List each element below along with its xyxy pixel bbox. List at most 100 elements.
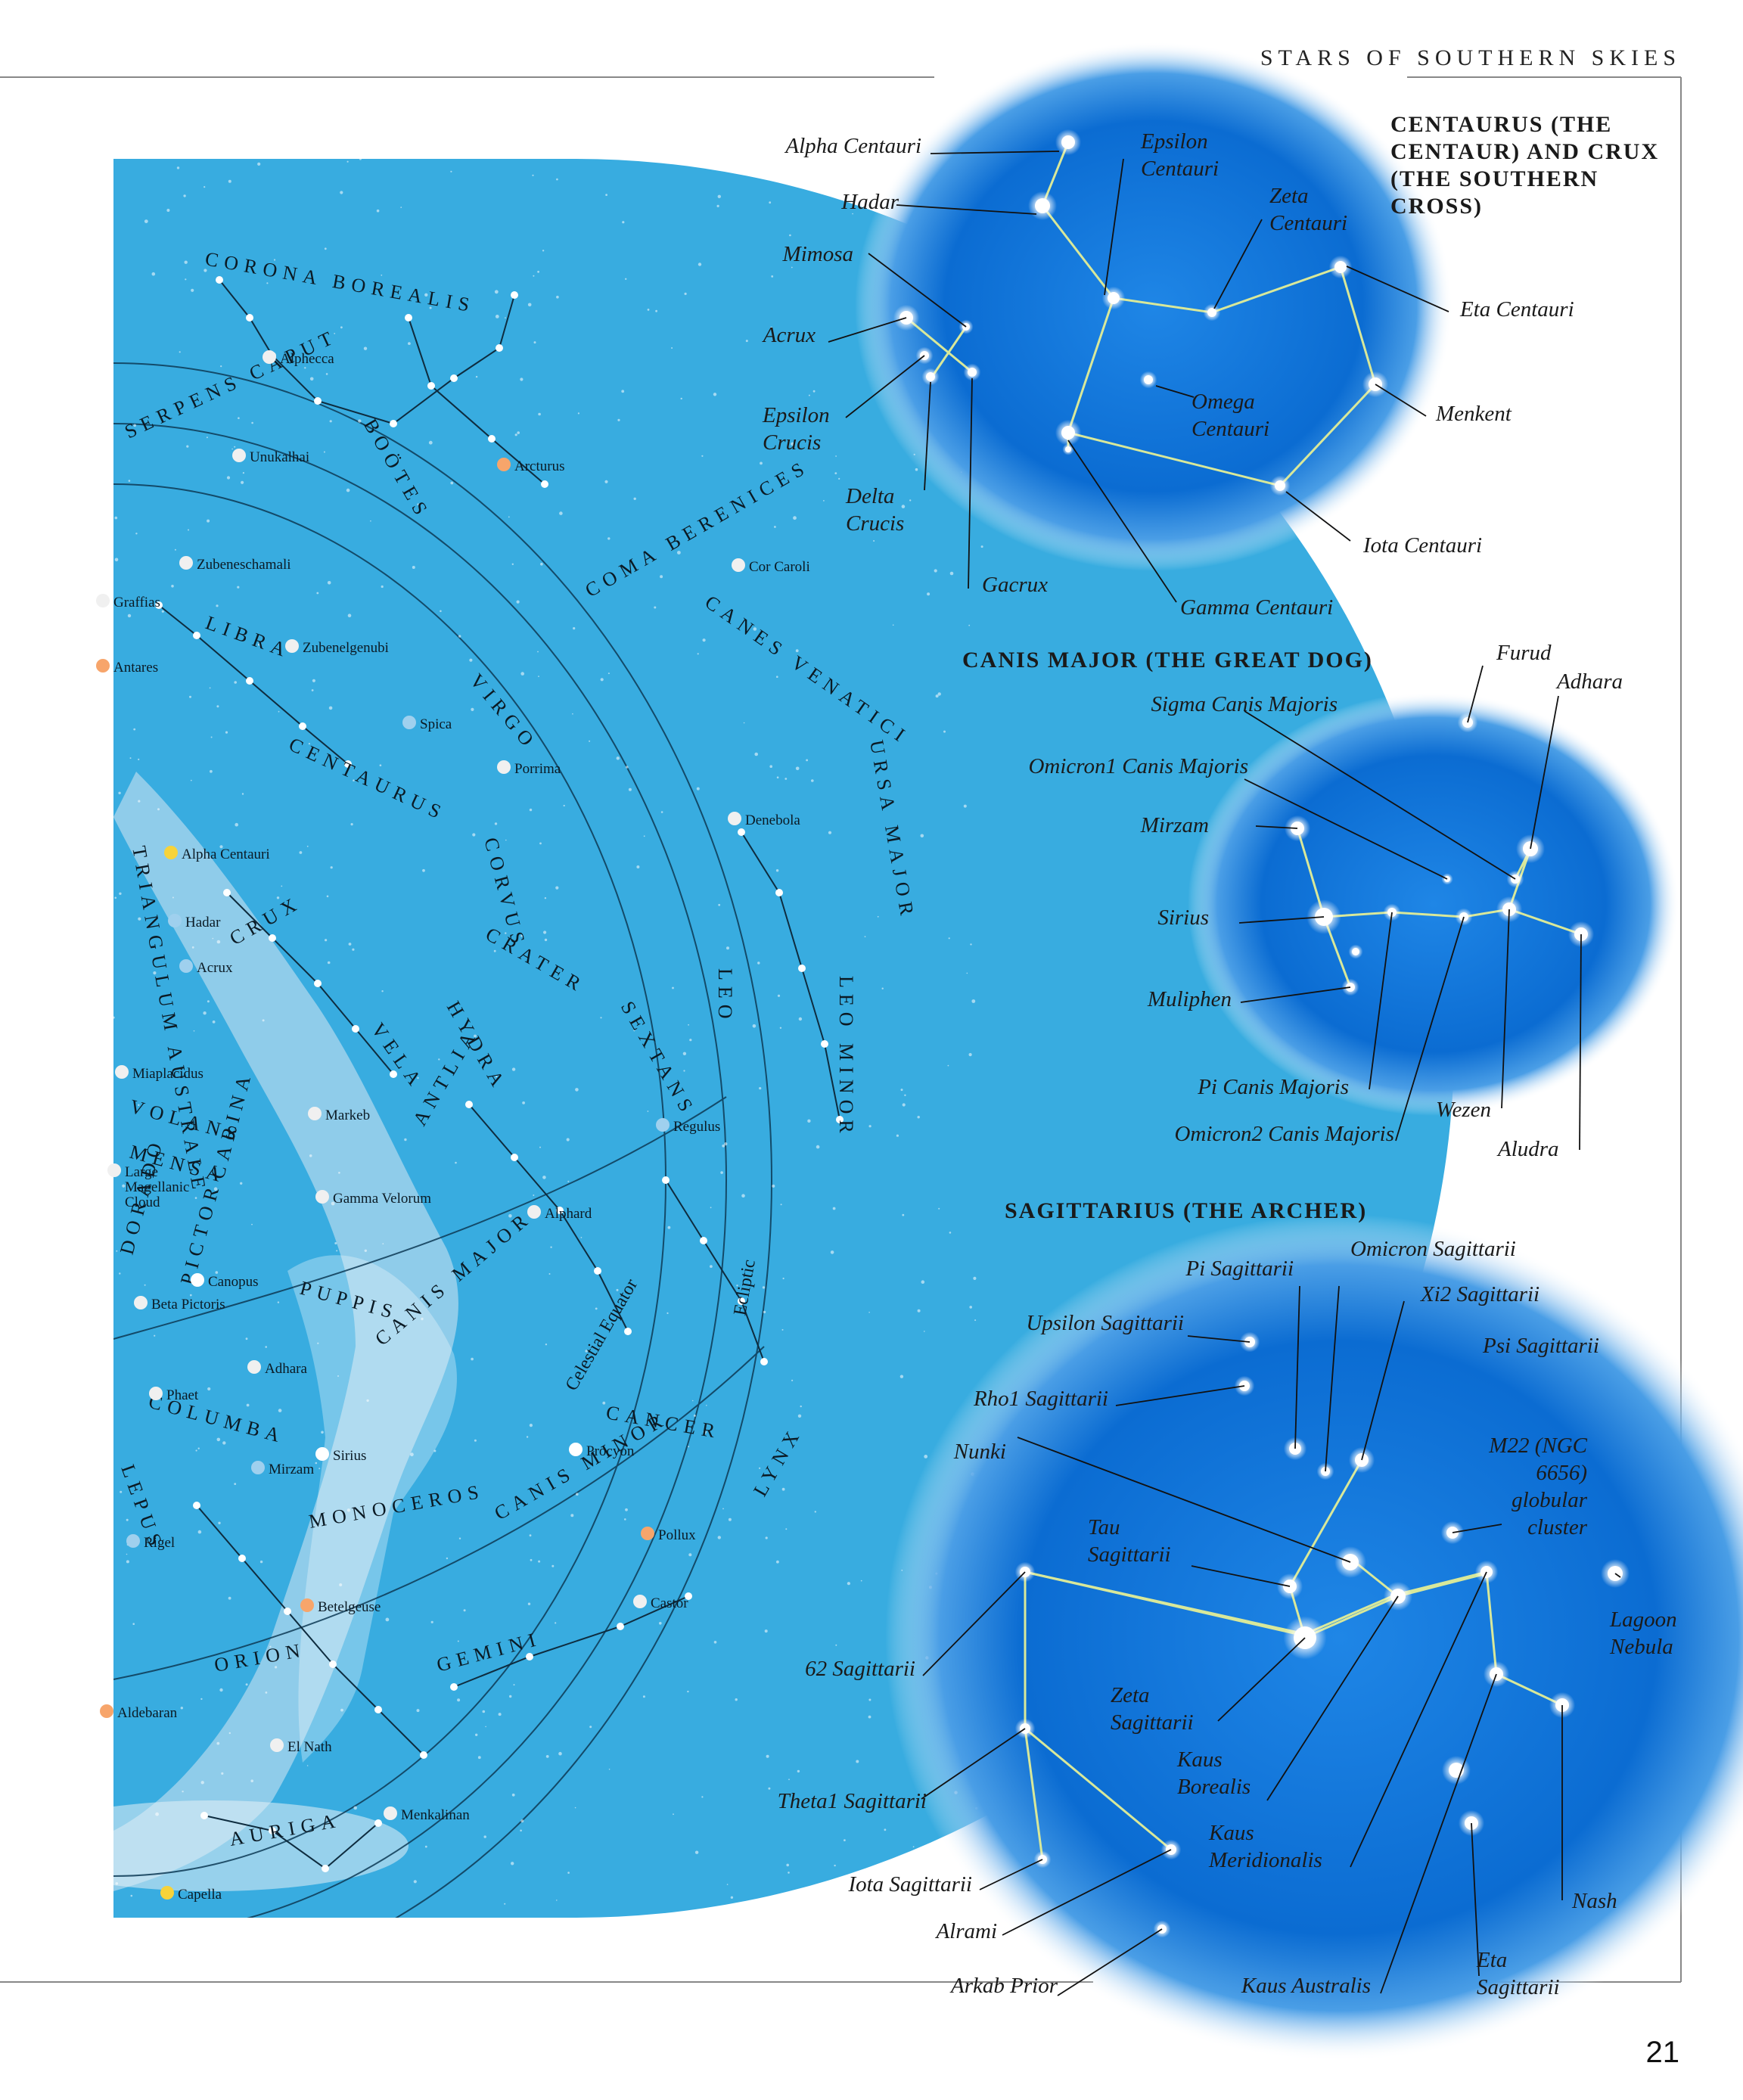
star-label-mirzam: Mirzam xyxy=(1140,813,1209,837)
map-star-procyon xyxy=(569,1443,583,1456)
star-label-delta: Delta xyxy=(845,484,894,508)
star-label-kaus: Kaus xyxy=(1176,1747,1223,1772)
leader-line xyxy=(1240,986,1351,1003)
map-star-beta-pictoris xyxy=(134,1296,148,1309)
star-label-phaet: Phaet xyxy=(166,1387,199,1403)
leader-line xyxy=(922,1571,1026,1676)
star-label-meridionalis: Meridionalis xyxy=(1208,1848,1322,1872)
star-label-zeta: Zeta xyxy=(1269,184,1309,208)
star-label-crucis: Crucis xyxy=(763,430,821,455)
star-label-iota-centauri: Iota Centauri xyxy=(1362,533,1482,558)
leader-line xyxy=(1266,1595,1399,1801)
leader-line xyxy=(1115,1385,1245,1406)
leader-line xyxy=(1067,440,1177,603)
star-label-zeta: Zeta xyxy=(1111,1683,1150,1707)
star-label-gamma-velorum: Gamma Velorum xyxy=(333,1191,431,1207)
star-label-acrux: Acrux xyxy=(197,960,233,976)
map-star-zubenelgenubi xyxy=(285,639,299,653)
star-label-upsilon-sagittarii: Upsilon Sagittarii xyxy=(1026,1311,1184,1335)
leader-line xyxy=(1104,158,1124,296)
star xyxy=(1061,426,1075,440)
page-number: 21 xyxy=(1645,2036,1680,2069)
leader-line xyxy=(1191,1565,1291,1587)
map-star-betelgeuse xyxy=(300,1598,314,1612)
star-label-nunki: Nunki xyxy=(953,1440,1006,1464)
leader-line xyxy=(1375,384,1427,417)
star-label-adhara: Adhara xyxy=(1555,669,1623,694)
map-star-adhara xyxy=(247,1360,261,1374)
star-label-denebola: Denebola xyxy=(745,812,800,828)
map-star-alphecca xyxy=(263,350,276,364)
star-label-crucis: Crucis xyxy=(846,511,904,536)
star-label-beta-pictoris: Beta Pictoris xyxy=(151,1297,225,1312)
star-label-epsilon: Epsilon xyxy=(1140,129,1208,154)
star-label-iota-sagittarii: Iota Sagittarii xyxy=(847,1872,972,1897)
map-star-alphard xyxy=(527,1205,541,1219)
leader-line xyxy=(1325,1285,1340,1472)
star xyxy=(968,368,977,377)
map-star-el-nath xyxy=(270,1738,284,1752)
star-label-large-magellanic-cloud: Large xyxy=(125,1164,158,1180)
map-star-spica xyxy=(402,716,416,729)
star-label-tau: Tau xyxy=(1088,1515,1120,1539)
star-label-kaus: Kaus xyxy=(1208,1821,1254,1845)
leader-line xyxy=(930,151,1060,154)
star-label-62-sagittarii: 62 Sagittarii xyxy=(805,1657,915,1681)
map-star-cor-caroli xyxy=(732,558,745,572)
panel-title-centaurus-the-centaur-and-crux-the-south: CENTAURUS (THE CENTAUR) AND CRUX (THE SOUT… xyxy=(1390,112,1659,219)
leader-line xyxy=(1238,916,1325,924)
map-star-arcturus xyxy=(497,458,511,471)
star xyxy=(1065,446,1071,452)
star-label-zubenelgenubi: Zubenelgenubi xyxy=(303,640,389,656)
leader-line xyxy=(1017,1437,1351,1563)
star-label-sirius: Sirius xyxy=(333,1448,366,1464)
star-label-theta1-sagittarii: Theta1 Sagittarii xyxy=(778,1789,927,1813)
leader-line xyxy=(1471,1822,1480,1977)
map-star-miaplacidus xyxy=(115,1065,129,1079)
star-label-6656: 6656) xyxy=(1536,1461,1587,1485)
star-label-alpha-centauri: Alpha Centauri xyxy=(784,134,921,158)
star-label-gamma-centauri: Gamma Centauri xyxy=(1180,595,1333,620)
constellation-label-leo: LEO xyxy=(714,968,736,1025)
star-label-porrima: Porrima xyxy=(514,761,561,777)
star-label-zubeneschamali: Zubeneschamali xyxy=(197,557,291,573)
map-star-menkalinan xyxy=(384,1806,397,1820)
map-star-pollux xyxy=(641,1527,654,1540)
leader-line xyxy=(896,204,1037,215)
leader-line xyxy=(1057,1928,1163,1996)
leader-line xyxy=(1467,665,1484,723)
star-label-omicron-sagittarii: Omicron Sagittarii xyxy=(1350,1237,1516,1261)
leader-line xyxy=(1380,1673,1497,1994)
star-label-sagittarii: Sagittarii xyxy=(1111,1710,1194,1735)
map-star-rigel xyxy=(126,1534,140,1548)
star xyxy=(1275,480,1285,491)
leader-line xyxy=(1346,266,1449,312)
star-label-omicron2-canis-majoris: Omicron2 Canis Majoris xyxy=(1174,1122,1394,1146)
map-star-large-magellanic-cloud xyxy=(107,1163,121,1177)
leader-line xyxy=(979,1859,1043,1890)
star-label-globular: globular xyxy=(1512,1488,1588,1512)
star-label-aldebaran: Aldebaran xyxy=(117,1705,178,1721)
leader-line xyxy=(1002,1849,1172,1936)
map-star-castor xyxy=(633,1595,647,1608)
leader-line xyxy=(1614,1573,1621,1578)
map-star-mirzam xyxy=(251,1461,265,1474)
star-label-alpha-centauri: Alpha Centauri xyxy=(182,847,270,862)
leader-line xyxy=(1213,219,1263,309)
star-label-menkent: Menkent xyxy=(1435,402,1512,426)
star-label-mirzam: Mirzam xyxy=(269,1462,314,1477)
leader-line xyxy=(968,377,973,589)
star-label-nash: Nash xyxy=(1571,1889,1617,1913)
star-label-wezen: Wezen xyxy=(1436,1098,1491,1122)
star-label-antares: Antares xyxy=(113,660,158,676)
star-label-rigel: Rigel xyxy=(144,1535,175,1551)
leader-line xyxy=(1501,909,1510,1109)
star-label-regulus: Regulus xyxy=(673,1119,720,1135)
map-star-alpha-centauri xyxy=(164,846,178,859)
star-label-castor: Castor xyxy=(651,1595,688,1611)
star-label-furud: Furud xyxy=(1496,641,1552,665)
star-label-omega: Omega xyxy=(1192,390,1255,414)
leader-line xyxy=(1155,385,1195,398)
star-label-lagoon: Lagoon xyxy=(1609,1608,1677,1632)
